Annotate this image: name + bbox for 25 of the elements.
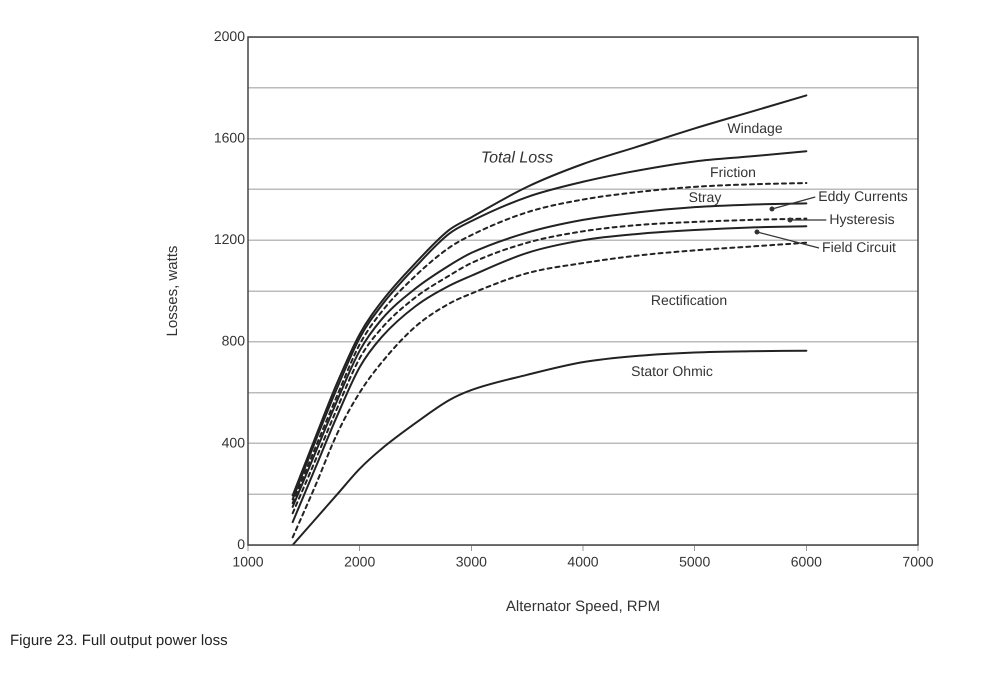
x-axis-title: Alternator Speed, RPM <box>506 598 660 616</box>
y-tick-label: 400 <box>222 434 246 450</box>
series-label: Stray <box>688 188 722 205</box>
caption: Figure 23. Full output power loss <box>10 632 228 649</box>
y-tick-label: 1600 <box>214 129 246 146</box>
x-tick-label: 4000 <box>567 553 599 570</box>
x-tick-label: 3000 <box>456 553 488 570</box>
text: Rectification <box>650 292 728 308</box>
x-tick-label: 5000 <box>679 553 710 570</box>
x-tick-label: 2000 <box>344 553 376 570</box>
series-label: Friction <box>710 164 756 180</box>
series-label: Eddy Currents <box>818 188 908 204</box>
series-label: Stator Ohmic <box>631 362 713 379</box>
x-tick-label: 6000 <box>790 553 822 570</box>
y-tick-label: 2000 <box>214 28 246 44</box>
x-tick-label: 7000 <box>902 553 934 570</box>
series-label: Field Circuit <box>822 238 896 255</box>
series-label: Windage <box>727 120 783 136</box>
y-tick-label: 0 <box>237 536 246 552</box>
annotation: Total Loss <box>480 149 554 166</box>
x-tick-label: 1000 <box>232 553 264 570</box>
y-axis-title: Losses, watts <box>164 246 182 336</box>
series-label: Hysteresis <box>829 210 895 227</box>
y-tick-label: 1200 <box>214 231 246 248</box>
y-tick-label: 800 <box>222 332 246 349</box>
